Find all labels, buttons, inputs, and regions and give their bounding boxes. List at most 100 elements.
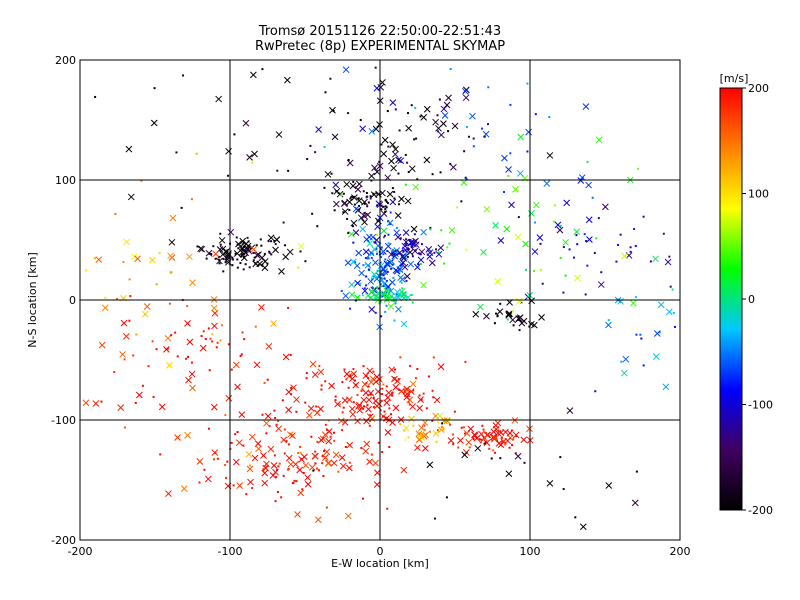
y-tick-label: 200 bbox=[55, 54, 76, 67]
data-point-dot bbox=[245, 493, 248, 496]
data-point-dot bbox=[299, 451, 302, 454]
data-point-cross bbox=[120, 319, 128, 327]
data-point-dot bbox=[407, 436, 410, 439]
data-point-cross bbox=[380, 150, 388, 158]
data-point-cross bbox=[371, 246, 379, 253]
data-point-dot bbox=[212, 458, 215, 461]
data-point-cross bbox=[308, 464, 316, 471]
data-point-dot bbox=[501, 440, 504, 443]
data-point-dot bbox=[506, 318, 509, 321]
x-tick-label: 100 bbox=[520, 545, 541, 558]
data-point-cross bbox=[483, 206, 491, 213]
data-point-cross bbox=[605, 321, 612, 329]
data-point-cross bbox=[562, 239, 569, 246]
data-point-dot bbox=[347, 112, 350, 115]
data-point-cross bbox=[123, 238, 131, 246]
data-point-cross bbox=[463, 430, 471, 437]
data-point-dot bbox=[147, 365, 150, 368]
data-point-dot bbox=[398, 294, 401, 297]
data-point-dot bbox=[382, 415, 385, 418]
data-point-dot bbox=[248, 266, 251, 269]
data-point-cross bbox=[332, 451, 340, 459]
data-point-dot bbox=[152, 395, 155, 398]
data-point-dot bbox=[254, 325, 257, 328]
data-point-dot bbox=[576, 243, 579, 246]
data-point-cross bbox=[189, 384, 196, 392]
data-point-dot bbox=[343, 368, 346, 371]
data-point-dot bbox=[432, 396, 435, 399]
data-point-cross bbox=[506, 429, 514, 437]
data-point-dot bbox=[224, 261, 227, 264]
data-point-dot bbox=[658, 331, 661, 334]
data-point-dot bbox=[363, 287, 366, 290]
data-point-cross bbox=[315, 126, 322, 133]
data-point-dot bbox=[268, 250, 271, 253]
data-point-dot bbox=[480, 438, 483, 441]
data-point-dot bbox=[384, 199, 387, 202]
data-point-cross bbox=[245, 247, 253, 255]
data-point-dot bbox=[274, 416, 277, 419]
data-point-cross bbox=[174, 434, 181, 441]
data-point-dot bbox=[340, 289, 343, 292]
data-point-dot bbox=[442, 428, 445, 431]
colorbar-gradient bbox=[719, 87, 743, 511]
data-point-cross bbox=[402, 238, 410, 246]
data-point-dot bbox=[401, 287, 404, 290]
data-point-dot bbox=[515, 434, 518, 437]
data-point-cross bbox=[531, 248, 539, 255]
data-point-cross bbox=[384, 242, 392, 250]
data-point-dot bbox=[368, 424, 371, 427]
data-point-dot bbox=[227, 343, 230, 346]
data-point-dot bbox=[282, 474, 285, 477]
data-point-cross bbox=[403, 385, 411, 393]
data-point-dot bbox=[239, 245, 242, 248]
data-point-dot bbox=[483, 135, 486, 138]
data-point-dot bbox=[367, 257, 370, 260]
data-point-cross bbox=[130, 253, 138, 261]
data-point-cross bbox=[395, 156, 402, 164]
data-point-cross bbox=[472, 310, 480, 318]
data-point-cross bbox=[355, 249, 363, 257]
data-point-dot bbox=[203, 468, 206, 471]
data-point-dot bbox=[226, 251, 229, 254]
data-point-cross bbox=[461, 451, 469, 459]
data-point-cross bbox=[505, 312, 513, 319]
data-point-dot bbox=[242, 268, 245, 271]
data-point-cross bbox=[242, 119, 250, 127]
data-point-dot bbox=[367, 201, 370, 204]
data-point-dot bbox=[210, 253, 213, 256]
data-point-dot bbox=[329, 435, 332, 438]
data-point-dot bbox=[369, 197, 372, 200]
data-point-cross bbox=[397, 274, 405, 282]
data-point-cross bbox=[371, 271, 378, 278]
data-point-cross bbox=[602, 203, 609, 211]
data-point-dot bbox=[495, 312, 498, 315]
data-point-dot bbox=[231, 264, 234, 267]
data-point-dot bbox=[231, 256, 234, 259]
data-point-dot bbox=[153, 87, 156, 90]
data-point-cross bbox=[328, 382, 335, 390]
data-point-dot bbox=[340, 194, 343, 197]
data-point-cross bbox=[597, 281, 605, 288]
data-point-cross bbox=[546, 480, 554, 487]
data-point-dot bbox=[180, 206, 183, 209]
data-point-cross bbox=[180, 485, 188, 492]
data-point-dot bbox=[299, 250, 302, 253]
data-point-cross bbox=[371, 164, 378, 172]
colorbar-ticks: 200 100 0 -100 -200 bbox=[742, 82, 773, 517]
data-point-cross bbox=[282, 353, 290, 361]
data-point-cross bbox=[437, 244, 445, 252]
data-point-dot bbox=[158, 252, 161, 255]
data-point-cross bbox=[368, 306, 376, 313]
data-point-dot bbox=[399, 356, 402, 359]
data-point-dot bbox=[204, 338, 207, 341]
data-point-cross bbox=[366, 240, 374, 247]
data-point-dot bbox=[275, 423, 278, 426]
data-point-cross bbox=[394, 212, 402, 219]
data-point-dot bbox=[200, 335, 203, 338]
data-point-dot bbox=[508, 446, 511, 449]
data-point-cross bbox=[356, 406, 364, 414]
data-point-cross bbox=[421, 419, 429, 426]
data-point-dot bbox=[620, 360, 623, 363]
data-point-cross bbox=[469, 112, 476, 120]
